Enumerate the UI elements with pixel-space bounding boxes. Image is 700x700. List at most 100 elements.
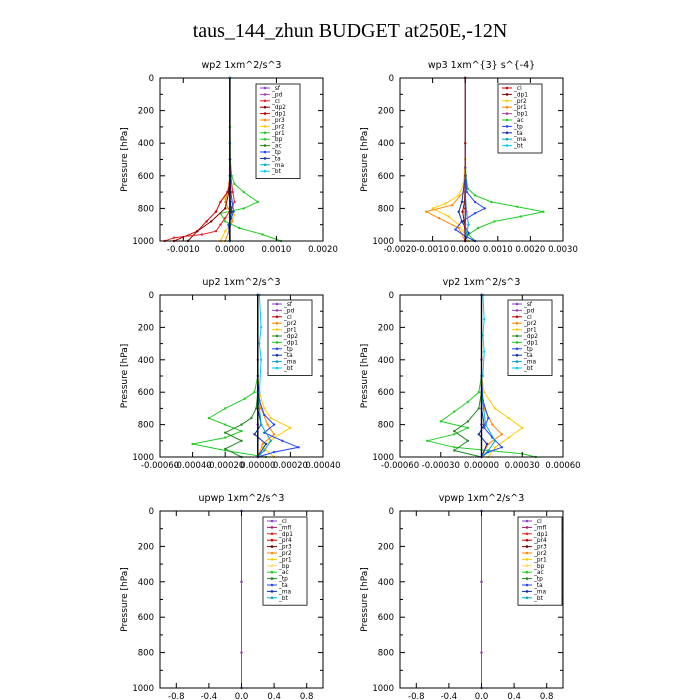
legend-label: _ta [278,583,288,589]
legend-label: _pd [523,308,535,314]
legend-marker [515,341,519,344]
series-point [480,580,483,583]
y-tick-label: 0 [149,74,154,84]
x-tick-label: 0.00020 [273,461,308,471]
legend-label: _ta [523,353,533,359]
panel-4: vp2 1xm^2/s^3 Pressure [hPa] 0 200 400 600 800… [360,277,581,471]
legend-marker [270,545,274,548]
y-tick-label: 200 [378,542,394,552]
legend-marker [525,564,529,568]
legend-label: _ac [278,570,289,576]
series-point [272,450,276,454]
legend-marker [263,169,267,173]
legend-marker [525,551,529,555]
series-point [224,423,227,426]
series-point [491,423,494,426]
legend-label: _tp [271,150,281,156]
series-point [457,226,460,230]
legend-label: _cl [283,315,292,321]
legend-label: _tp [533,577,543,583]
legend-label: _ma [271,163,285,169]
legend-label: _tp [513,124,523,130]
series-point [487,449,490,452]
y-tick-label: 200 [138,107,154,117]
series-point [200,233,204,236]
y-tick-label: 600 [138,613,154,623]
series-point [437,217,441,220]
series-point [207,416,211,420]
legend-marker [263,137,267,141]
series-point [483,391,486,394]
legend-marker [263,86,267,90]
x-tick-label: -0.00060 [141,461,179,471]
legend-label: _ta [271,156,281,162]
legend-marker [505,118,509,122]
series-point [483,318,486,321]
series-point [453,410,456,413]
y-tick-label: 600 [378,613,394,623]
legend-label: _bp [278,564,290,570]
series-point [214,230,218,233]
legend-marker [515,353,519,357]
legend-marker [505,99,509,103]
legend-marker [270,577,274,580]
series-point [467,231,470,234]
series-point [481,334,485,337]
series-point [466,439,470,442]
series-point [269,439,272,442]
legend-label: _cl [523,315,532,321]
x-tick-label: -0.00020 [206,461,244,471]
legend-marker [270,590,274,593]
series-point [240,429,243,433]
legend-label: _mfl [278,525,292,531]
legend-marker [505,131,509,135]
y-tick-label: 400 [378,139,394,149]
series-point [507,416,510,420]
x-tick-label: 0.0030 [548,245,578,255]
y-axis-label: Pressure [hPa] [120,344,130,409]
legend-label: _bt [271,169,282,175]
y-tick-label: 0 [149,507,154,517]
panel-title: wp3 1xm^{3} s^{-4} [428,60,535,71]
legend-label: _cl [271,99,280,105]
series-point [263,449,266,452]
y-axis-label: Pressure [hPa] [360,344,370,409]
legend-box [497,83,543,154]
series-point [232,210,235,213]
panel-6: vpwp 1xm^2/s^3 Pressure [hPa] 0 200 400 600 80… [360,493,564,700]
panel-title: upwp 1xm^2/s^3 [199,493,285,504]
y-tick-label: 800 [378,204,394,214]
series-point [259,358,263,361]
legend-marker [275,315,279,319]
series-point [263,413,266,417]
legend-label: _ac [533,570,544,576]
series-point [481,374,485,378]
series-point [219,223,222,226]
x-tick-label: 0.00030 [505,461,540,471]
series-point [264,442,268,446]
legend-marker [525,570,529,574]
y-tick-label: 0 [389,291,394,301]
series-line-dp1 [427,295,536,458]
y-tick-label: 400 [138,356,154,366]
legend-label: _dp1 [278,532,293,538]
series-point [457,210,460,213]
panel-5: upwp 1xm^2/s^3 Pressure [hPa] 0 200 400 600 80… [120,493,324,700]
legend-label: _cl [533,519,542,525]
series-point [493,220,496,223]
series-point [231,190,234,194]
series-point [258,342,261,345]
series-point [224,207,227,210]
series-point [196,230,199,233]
y-tick-label: 600 [138,388,154,398]
legend-label: _ta [533,583,543,589]
series-point [424,210,428,213]
legend-label: _dp2 [283,334,298,340]
legend-label: _bt [278,596,289,602]
series-point [451,203,454,207]
legend-marker [270,519,274,523]
legend-marker [515,302,519,306]
legend-label: _tp [523,347,533,353]
legend-label: _dp2 [523,334,538,340]
legend-label: _dp1 [533,532,548,538]
